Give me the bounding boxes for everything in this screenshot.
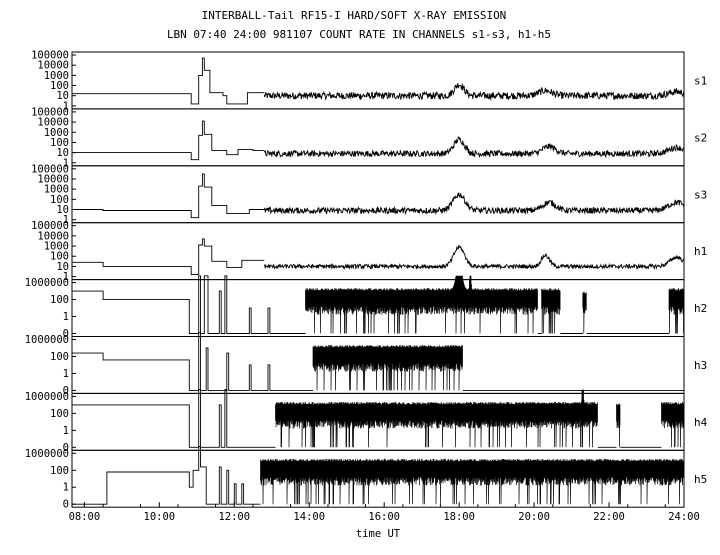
y-tick-label: 1000 <box>44 127 69 139</box>
y-tick-label: 100 <box>50 137 69 149</box>
channel-label: h2 <box>694 302 707 315</box>
y-tick-label: 1000 <box>44 184 69 196</box>
series-h2-segment-1 <box>305 275 538 334</box>
y-tick-label: 100000 <box>31 163 69 175</box>
y-tick-label: 10000 <box>37 173 69 185</box>
channel-label: s3 <box>694 188 707 201</box>
y-tick-label: 0 <box>63 499 69 511</box>
series-h2-segment-0 <box>72 275 306 334</box>
series-h3-segment-1 <box>312 344 463 391</box>
series-h1-segment-1 <box>263 244 684 271</box>
x-axis-label: time UT <box>356 528 401 540</box>
chart-title: INTERBALL-Tail RF15-I HARD/SOFT X-RAY EM… <box>202 9 507 22</box>
series-s1-segment-0 <box>72 57 265 105</box>
x-axis: 08:00 10:00 12:00 14:00 16:00 18:00 20:00 22:00… <box>69 502 700 523</box>
x-tick-label: 22:00 <box>593 511 625 523</box>
y-tick-label: 10 <box>56 147 69 159</box>
panel-h3: 1000000 100 1 0 h3 <box>25 332 707 397</box>
panel-frame <box>71 222 685 281</box>
y-tick-label: 1000000 <box>25 334 69 346</box>
y-tick-label: 100000 <box>31 106 69 118</box>
channel-label: h1 <box>694 245 707 258</box>
series-h5-segment-0 <box>72 446 261 505</box>
y-tick-label: 1000 <box>44 241 69 253</box>
series-h4-segment-0 <box>72 389 276 448</box>
y-tick-label: 1000000 <box>25 391 69 403</box>
channel-label: h4 <box>694 416 708 429</box>
series-h5-segment-1 <box>260 458 684 505</box>
x-tick-label: 14:00 <box>293 511 325 523</box>
x-tick-label: 12:00 <box>218 511 250 523</box>
panel-frame <box>71 108 685 167</box>
series-h2-segment-5 <box>582 291 587 334</box>
series-s2-segment-0 <box>72 120 265 161</box>
panel-frame <box>71 165 685 224</box>
channel-label: h5 <box>694 473 707 486</box>
y-tick-label: 1 <box>63 271 69 283</box>
y-tick-label: 100 <box>50 351 69 363</box>
channel-label: s2 <box>694 131 707 144</box>
y-tick-label: 1000000 <box>25 448 69 460</box>
y-tick-label: 10000 <box>37 117 69 129</box>
y-tick-label: 100 <box>50 194 69 206</box>
y-tick-label: 1000 <box>44 70 69 82</box>
y-tick-label: 100000 <box>31 220 69 232</box>
y-tick-label: 0 <box>63 385 69 397</box>
y-tick-label: 100 <box>50 465 69 477</box>
channel-label: s1 <box>694 74 707 87</box>
panel-frame <box>71 336 685 394</box>
y-tick-label: 1 <box>63 425 69 437</box>
series-h3-segment-0 <box>72 332 313 391</box>
y-tick-label: 100000 <box>31 50 69 62</box>
y-tick-label: 100 <box>50 80 69 92</box>
x-tick-label: 18:00 <box>443 511 475 523</box>
x-tick-label: 20:00 <box>518 511 550 523</box>
y-tick-label: 10000 <box>37 60 69 72</box>
series-s3-segment-0 <box>72 173 265 219</box>
y-tick-label: 1 <box>63 100 69 112</box>
y-tick-label: 10 <box>56 204 69 216</box>
series-h4-segment-3 <box>616 403 621 448</box>
y-tick-label: 1 <box>63 368 69 380</box>
panel-frame <box>71 51 685 110</box>
y-tick-label: 0 <box>63 328 69 340</box>
x-tick-label: 08:00 <box>69 511 101 523</box>
series-h4-segment-1 <box>275 389 598 448</box>
series-s1-segment-1 <box>263 82 685 101</box>
chart-subtitle: LBN 07:40 24:00 981107 COUNT RATE IN CHA… <box>167 28 551 41</box>
series-s3-segment-1 <box>263 192 685 215</box>
panel-h4: 1000000 100 1 0 h4 <box>25 389 708 454</box>
panel-frame <box>71 449 685 508</box>
panels: 100000100001000100101s110000010000100010… <box>25 50 708 511</box>
series-h4-segment-5 <box>661 401 684 448</box>
x-tick-label: 16:00 <box>368 511 400 523</box>
series-h1-segment-0 <box>72 238 265 276</box>
y-tick-label: 10000 <box>37 230 69 242</box>
y-tick-label: 10 <box>56 90 69 102</box>
y-tick-label: 1 <box>63 482 69 494</box>
panel-h2: 1000000 100 1 0 h2 <box>25 275 707 340</box>
y-tick-label: 1000000 <box>25 277 69 289</box>
y-tick-label: 1 <box>63 157 69 169</box>
channel-label: h3 <box>694 359 707 372</box>
y-tick-label: 100 <box>50 251 69 263</box>
y-tick-label: 1 <box>63 311 69 323</box>
y-tick-label: 10 <box>56 261 69 273</box>
y-tick-label: 100 <box>50 408 69 420</box>
y-tick-label: 0 <box>63 442 69 454</box>
series-h2-segment-3 <box>541 288 561 334</box>
y-tick-label: 100 <box>50 294 69 306</box>
y-tick-label: 1 <box>63 214 69 226</box>
panel-h5: 1000000 100 1 0 h5 <box>25 446 707 511</box>
x-tick-label: 24:00 <box>668 511 700 523</box>
x-tick-label: 10:00 <box>144 511 176 523</box>
series-h2-segment-7 <box>668 288 684 334</box>
series-s2-segment-1 <box>263 136 685 159</box>
